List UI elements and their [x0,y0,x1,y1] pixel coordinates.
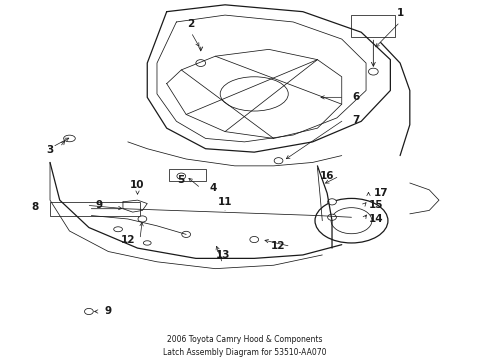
Ellipse shape [143,241,151,245]
Ellipse shape [314,198,387,243]
Text: 6: 6 [352,92,359,102]
Text: 2: 2 [187,19,194,29]
Text: 12: 12 [271,242,285,251]
Ellipse shape [182,231,190,238]
Text: 3: 3 [46,145,54,156]
Text: 11: 11 [217,197,232,207]
Ellipse shape [196,60,205,67]
Ellipse shape [114,227,122,232]
Ellipse shape [327,214,336,220]
Ellipse shape [177,173,185,179]
Ellipse shape [138,216,146,222]
Text: 9: 9 [95,200,102,210]
Text: 5: 5 [177,175,184,185]
Bar [50,202,140,216]
Ellipse shape [84,309,93,315]
Text: 12: 12 [121,234,135,244]
Text: 13: 13 [215,250,229,260]
Ellipse shape [274,158,283,164]
Ellipse shape [330,208,371,234]
Ellipse shape [63,135,75,142]
Text: 7: 7 [352,114,359,125]
Text: 8: 8 [32,202,39,212]
Ellipse shape [368,68,377,75]
Text: 17: 17 [372,188,387,198]
Bar [351,15,394,37]
Text: 9: 9 [104,306,112,316]
Text: 4: 4 [209,183,216,193]
Text: 14: 14 [368,214,382,224]
Bar [169,169,205,181]
Ellipse shape [327,199,336,205]
Ellipse shape [249,237,258,243]
Text: 10: 10 [130,180,144,190]
Text: 1: 1 [396,8,403,18]
Text: 15: 15 [368,200,382,210]
Text: 2006 Toyota Camry Hood & Components
Latch Assembly Diagram for 53510-AA070: 2006 Toyota Camry Hood & Components Latc… [163,336,325,357]
Text: 16: 16 [319,171,334,181]
